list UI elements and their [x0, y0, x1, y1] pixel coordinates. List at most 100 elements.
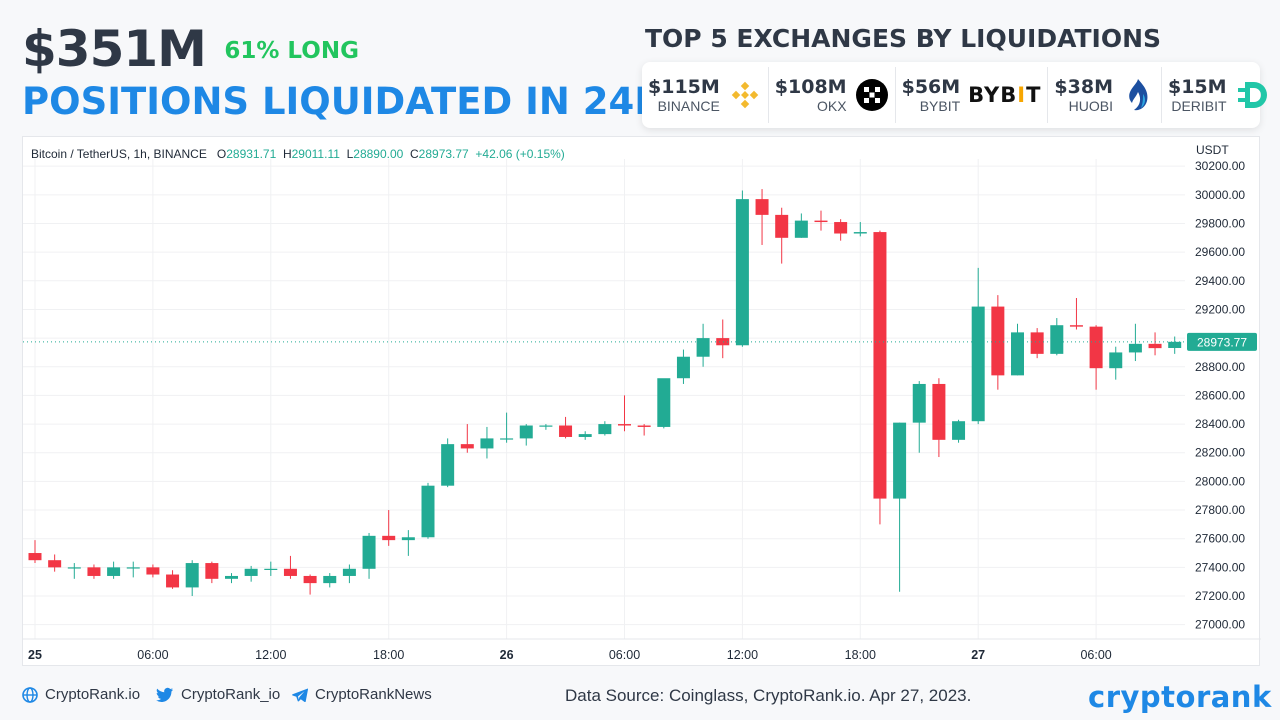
- candle-body: [441, 444, 455, 486]
- candle-body: [67, 567, 81, 569]
- candle-body: [146, 567, 160, 575]
- candle-body: [48, 560, 62, 568]
- footer: CryptoRank.io CryptoRank_io CryptoRankNe…: [0, 680, 1280, 720]
- footer-telegram[interactable]: CryptoRankNews: [292, 686, 432, 703]
- x-tick-label: 18:00: [373, 648, 404, 662]
- x-tick-label: 12:00: [255, 648, 286, 662]
- footer-telegram-label: CryptoRankNews: [315, 686, 432, 703]
- y-tick-label: 29200.00: [1195, 302, 1245, 316]
- candle-body: [519, 425, 533, 439]
- candle-body: [912, 383, 926, 423]
- x-tick-label: 18:00: [845, 648, 876, 662]
- exchange-amount: $108M: [774, 76, 847, 98]
- long-percentage: 61% LONG: [224, 38, 359, 64]
- candle-body: [244, 568, 258, 576]
- y-tick-label: 29600.00: [1195, 245, 1245, 259]
- candle-body: [735, 199, 749, 346]
- candle-body: [775, 214, 789, 238]
- legend-change: +42.06 (+0.15%): [475, 147, 565, 161]
- legend-close: C28973.77: [410, 147, 469, 161]
- exchange-bybit: $56M BYBIT BYB I T: [896, 67, 1049, 123]
- headline: $351M 61% LONG POSITIONS LIQUIDATED IN 2…: [22, 18, 666, 124]
- exchange-amount: $56M: [901, 76, 961, 98]
- data-source: Data Source: Coinglass, CryptoRank.io. A…: [565, 686, 972, 705]
- footer-website[interactable]: CryptoRank.io: [22, 686, 140, 703]
- candle-body: [893, 422, 907, 499]
- legend-low: L28890.00: [346, 147, 404, 161]
- y-tick-label: 28600.00: [1195, 388, 1245, 402]
- exchange-amount: $38M: [1054, 76, 1113, 98]
- candle-body: [460, 444, 474, 449]
- y-tick-label: 28200.00: [1195, 446, 1245, 460]
- y-tick-label: 28800.00: [1195, 360, 1245, 374]
- footer-twitter[interactable]: CryptoRank_io: [156, 686, 280, 703]
- candle-body: [283, 568, 297, 576]
- exchange-name: BINANCE: [657, 98, 720, 114]
- chart-legend: Bitcoin / TetherUS, 1h, BINANCE O28931.7…: [31, 147, 565, 161]
- candle-body: [755, 199, 769, 215]
- y-tick-label: 28400.00: [1195, 417, 1245, 431]
- huobi-icon: [1121, 78, 1155, 112]
- candle-body: [991, 306, 1005, 376]
- candle-body: [932, 383, 946, 440]
- candle-body: [421, 485, 435, 538]
- y-tick-label: 27800.00: [1195, 503, 1245, 517]
- candle-body: [598, 424, 612, 435]
- candlestick-chart[interactable]: 30200.00 30000.00 29800.00 29600.00 29400.00…: [22, 136, 1261, 667]
- x-tick-label: 06:00: [1080, 648, 1111, 662]
- exchange-binance: $115M BINANCE: [642, 67, 769, 123]
- exchange-deribit: $15M DERIBIT: [1162, 67, 1275, 123]
- candle-body: [323, 575, 337, 584]
- candle-body: [303, 575, 317, 584]
- candle-body: [107, 567, 121, 576]
- x-tick-label: 26: [500, 648, 514, 662]
- chart-canvas[interactable]: 30200.00 30000.00 29800.00 29600.00 29400.00…: [23, 137, 1261, 667]
- candle-body: [342, 568, 356, 576]
- candle-body: [1089, 326, 1103, 369]
- footer-twitter-label: CryptoRank_io: [181, 686, 281, 703]
- bybit-logo: BYB I T: [968, 83, 1042, 107]
- candle-body: [1011, 332, 1024, 376]
- footer-website-label: CryptoRank.io: [45, 686, 141, 703]
- liquidation-total: $351M: [22, 20, 207, 78]
- candle-body: [1128, 343, 1142, 353]
- x-tick-label: 25: [28, 648, 42, 662]
- candle-body: [126, 567, 140, 569]
- candle-body: [87, 567, 101, 576]
- y-tick-label: 27200.00: [1195, 589, 1245, 603]
- legend-high: H29011.11: [282, 147, 340, 161]
- legend-open: O28931.71: [216, 147, 277, 161]
- exchange-amount: $15M: [1167, 76, 1227, 98]
- deribit-icon: [1235, 78, 1269, 112]
- okx-icon: [855, 78, 889, 112]
- candle-body: [559, 425, 573, 437]
- binance-icon: [728, 78, 762, 112]
- exchange-amount: $115M: [648, 76, 720, 98]
- x-tick-label: 06:00: [609, 648, 640, 662]
- exchange-okx: $108M OKX: [769, 67, 896, 123]
- candle-body: [1030, 332, 1044, 354]
- cryptorank-logo: cryptorank: [1088, 680, 1272, 714]
- exchange-name: OKX: [817, 98, 847, 114]
- candle-body: [873, 232, 887, 499]
- candle-body: [185, 563, 199, 588]
- x-tick-label: 27: [971, 648, 985, 662]
- candle-body: [814, 220, 828, 223]
- candle-body: [205, 563, 219, 579]
- candle-body: [225, 575, 238, 579]
- headline-subtitle: POSITIONS LIQUIDATED IN 24H: [22, 80, 666, 123]
- candle-body: [500, 438, 514, 440]
- candle-body: [657, 378, 671, 427]
- currency-label: USDT: [1196, 143, 1229, 157]
- exchange-name: BYBIT: [919, 98, 961, 114]
- last-price-badge: [1187, 332, 1257, 351]
- globe-icon: [22, 686, 38, 703]
- y-tick-label: 27000.00: [1195, 618, 1245, 632]
- candle-body: [834, 222, 848, 234]
- candle-body: [853, 232, 867, 234]
- y-tick-label: 29800.00: [1195, 216, 1245, 230]
- candle-body: [166, 574, 180, 588]
- y-tick-label: 30000.00: [1195, 188, 1245, 202]
- y-tick-label: 27600.00: [1195, 532, 1245, 546]
- exchange-name: HUOBI: [1068, 98, 1113, 114]
